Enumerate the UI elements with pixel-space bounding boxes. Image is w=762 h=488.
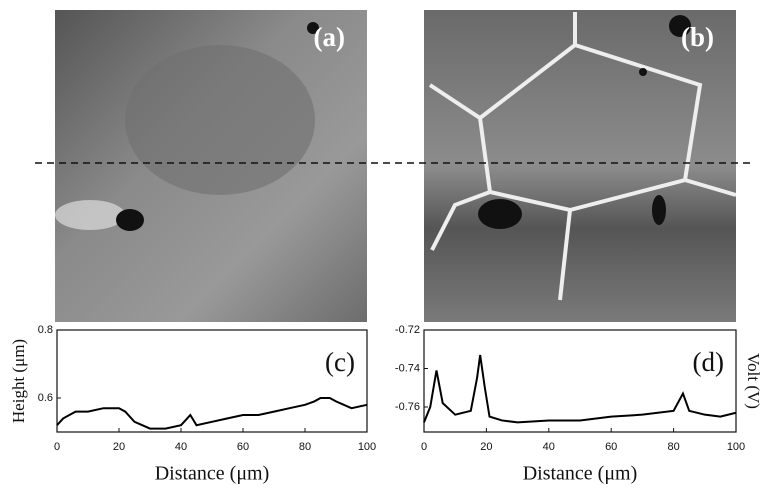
- panel-label: (d): [693, 347, 724, 377]
- image-b: [424, 10, 737, 322]
- x-tick-label: 40: [543, 441, 555, 453]
- y-tick-label: -0.76: [395, 401, 420, 413]
- y-tick-label: -0.72: [395, 324, 420, 336]
- profile-line: [56, 397, 368, 430]
- y-tick-label: 0.8: [38, 324, 53, 336]
- x-axis-title: Distance (μm): [155, 463, 270, 485]
- y-axis-title: Height (μm): [9, 339, 28, 423]
- panel-label: (c): [325, 347, 355, 377]
- plot-frame: [56, 329, 368, 433]
- x-tick-label: 60: [237, 441, 249, 453]
- panel-label: (b): [681, 22, 714, 52]
- x-tick-label: 100: [727, 441, 745, 453]
- y-tick-label: -0.74: [395, 362, 420, 374]
- plot-frame: [423, 329, 737, 433]
- x-tick-label: 100: [358, 441, 376, 453]
- x-tick-label: 0: [421, 441, 427, 453]
- panel-label: (a): [314, 22, 345, 52]
- x-tick-label: 20: [113, 441, 125, 453]
- y-axis-title: Volt (V): [744, 353, 762, 409]
- profile-line: [423, 354, 737, 424]
- y-tick-label: 0.6: [38, 392, 53, 404]
- x-tick-label: 0: [54, 441, 60, 453]
- image-a: [55, 10, 367, 322]
- x-tick-label: 80: [667, 441, 679, 453]
- x-tick-label: 60: [605, 441, 617, 453]
- x-tick-label: 40: [175, 441, 187, 453]
- x-axis-title: Distance (μm): [523, 463, 638, 485]
- x-tick-label: 80: [299, 441, 311, 453]
- x-tick-label: 20: [480, 441, 492, 453]
